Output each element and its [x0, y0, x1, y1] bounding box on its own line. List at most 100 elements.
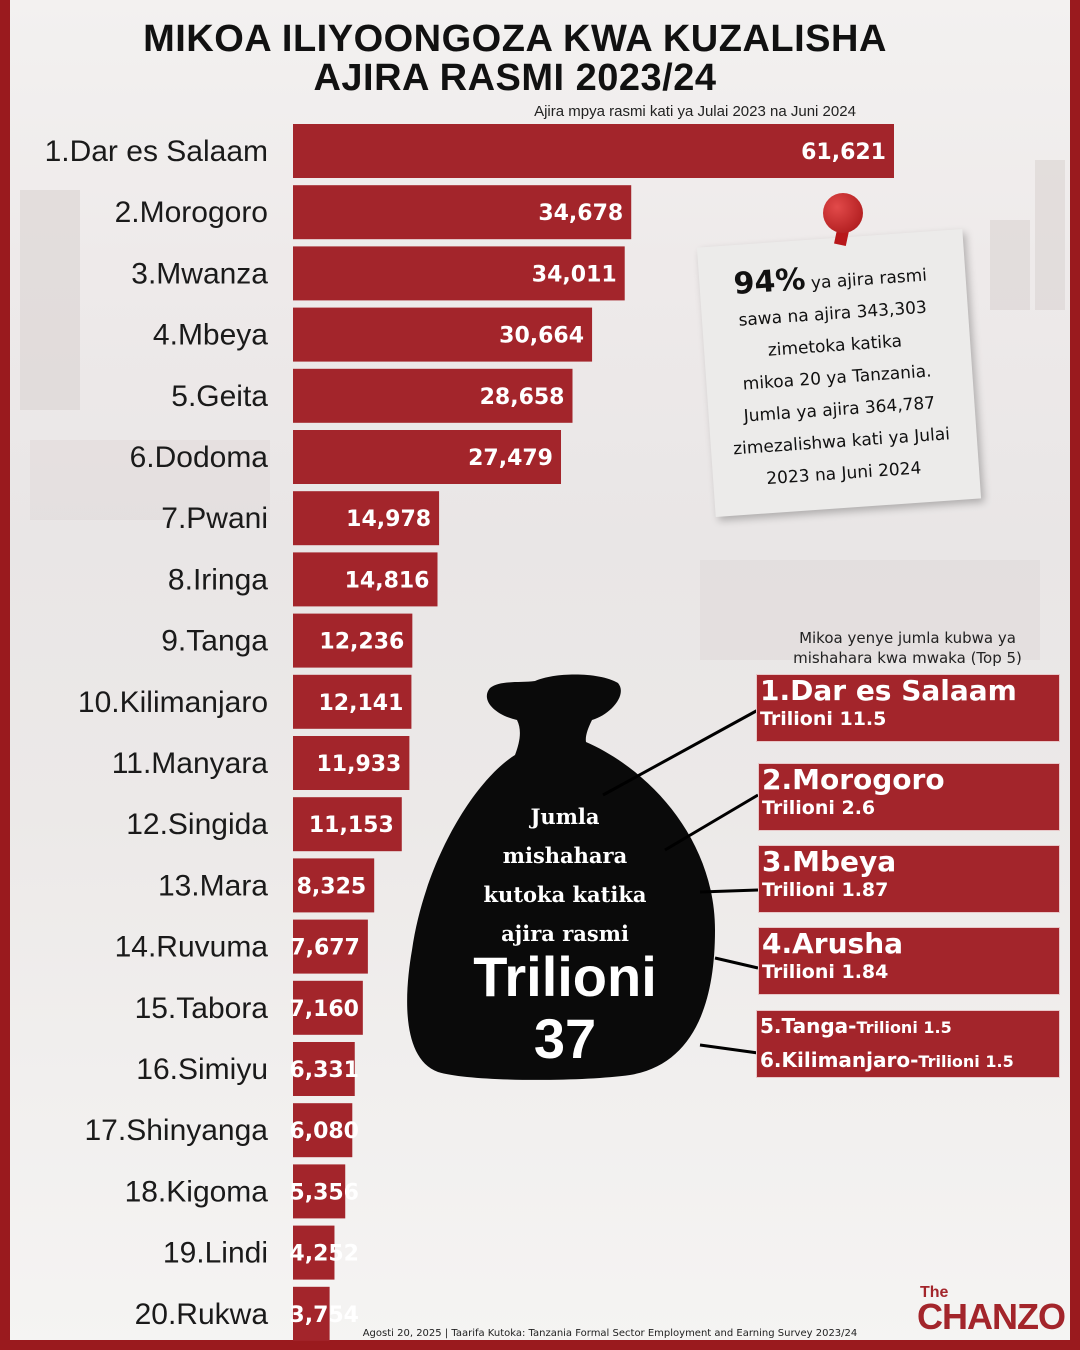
- value-label: 3,754: [289, 1303, 359, 1328]
- value-label: 34,011: [532, 262, 617, 287]
- bar: [293, 736, 410, 790]
- value-label: 14,816: [345, 568, 430, 593]
- category-label: 14.Ruvuma: [115, 931, 269, 964]
- bg-crane: [20, 190, 80, 410]
- footer-source: Agosti 20, 2025 | Taarifa Kutoka: Tanzan…: [362, 1328, 858, 1339]
- top5-item-combined: 5.Tanga-Trilioni 1.5 6.Kilimanjaro-Trili…: [756, 1010, 1060, 1078]
- bar: [293, 1103, 353, 1158]
- logo-chanzo: CHANZO: [917, 1296, 1066, 1337]
- value-label: 30,664: [499, 324, 584, 349]
- top5-value: Trilioni 1.5: [918, 1052, 1014, 1071]
- value-label: 4,252: [289, 1242, 359, 1267]
- category-label: 5.Geita: [171, 380, 268, 413]
- bar: [293, 368, 573, 423]
- category-label: 7.Pwani: [161, 502, 268, 535]
- bar: [293, 613, 413, 668]
- category-label: 20.Rukwa: [135, 1298, 269, 1331]
- bg-port: [30, 440, 270, 520]
- bar: [293, 674, 412, 729]
- connector-line: [664, 793, 759, 852]
- connector-line: [602, 708, 759, 797]
- bg-building: [1035, 160, 1065, 310]
- value-label: 28,658: [480, 385, 565, 410]
- top5-item: 4.Arusha Trilioni 1.84: [758, 927, 1060, 995]
- category-label: 18.Kigoma: [125, 1175, 269, 1208]
- top5-name: 2.Morogoro: [762, 763, 945, 796]
- category-label: 15.Tabora: [135, 992, 269, 1025]
- logo-the: The: [920, 1284, 949, 1301]
- category-label: 8.Iringa: [168, 563, 268, 596]
- bag-line: kutoka katika: [483, 882, 647, 907]
- bag-line: mishahara: [502, 843, 628, 868]
- top5-value: Trilioni 11.5: [760, 708, 887, 730]
- connector-line: [699, 1043, 759, 1055]
- top5-name: 6.Kilimanjaro-: [760, 1048, 919, 1072]
- value-label: 11,153: [309, 813, 394, 838]
- category-label: 2.Morogoro: [115, 196, 268, 229]
- bottom-border: [0, 1340, 1080, 1350]
- bar: [293, 491, 440, 546]
- value-label: 6,331: [289, 1058, 359, 1083]
- top5-header-line: mishahara kwa mwaka (Top 5): [793, 649, 1022, 667]
- top5-value: Trilioni 2.6: [762, 797, 876, 819]
- bar: [293, 1042, 355, 1096]
- bg-building: [990, 220, 1030, 310]
- bar: [293, 1225, 335, 1280]
- value-label: 12,141: [319, 691, 404, 716]
- value-label: 6,080: [289, 1119, 359, 1144]
- connector-line: [699, 888, 759, 894]
- top5-value: Trilioni 1.87: [762, 879, 889, 901]
- bar: [293, 797, 402, 852]
- bag-line: Jumla: [530, 804, 600, 829]
- top5-name: 3.Mbeya: [762, 845, 897, 878]
- top5-name: 4.Arusha: [762, 927, 904, 960]
- bag-line: ajira rasmi: [501, 921, 629, 946]
- bar: [293, 919, 368, 974]
- category-label: 12.Singida: [126, 808, 268, 841]
- bar: [293, 552, 438, 607]
- bar: [293, 124, 894, 178]
- connector-line: [714, 956, 759, 970]
- bag-total-label: Trilioni: [473, 945, 657, 1008]
- bag-total-value: 37: [533, 1007, 597, 1070]
- bar: [293, 185, 632, 240]
- top5-name: 1.Dar es Salaam: [760, 674, 1017, 707]
- right-border: [1070, 0, 1080, 1350]
- top5-value: Trilioni 1.5: [856, 1018, 952, 1037]
- bar: [293, 858, 375, 913]
- category-label: 1.Dar es Salaam: [45, 135, 268, 168]
- bar: [293, 1286, 330, 1341]
- bar: [293, 980, 363, 1035]
- top5-item: 1.Dar es Salaam Trilioni 11.5: [756, 674, 1060, 742]
- value-label: 12,236: [319, 630, 404, 655]
- left-border: [0, 0, 10, 1350]
- category-label: 6.Dodoma: [130, 441, 269, 474]
- category-label: 10.Kilimanjaro: [78, 686, 268, 719]
- top5-name: 5.Tanga-: [760, 1014, 857, 1038]
- title-line-2: AJIRA RASMI 2023/24: [313, 57, 717, 99]
- value-label: 27,479: [468, 446, 553, 471]
- pushpin-icon: [823, 193, 863, 233]
- top5-value: Trilioni 1.84: [762, 961, 889, 983]
- value-label: 7,160: [289, 997, 359, 1022]
- category-label: 4.Mbeya: [153, 319, 268, 352]
- category-label: 16.Simiyu: [136, 1053, 268, 1086]
- category-label: 13.Mara: [158, 869, 268, 902]
- value-label: 11,933: [316, 752, 401, 777]
- top5-header-line: Mikoa yenye jumla kubwa ya: [799, 629, 1016, 647]
- top5-header: Mikoa yenye jumla kubwa ya mishahara kwa…: [760, 628, 1055, 668]
- bar: [293, 246, 625, 301]
- top5-item: 2.Morogoro Trilioni 2.6: [758, 763, 1060, 831]
- bar: [293, 430, 562, 484]
- category-label: 17.Shinyanga: [85, 1114, 269, 1147]
- title-line-1: MIKOA ILIYOONGOZA KWA KUZALISHA: [143, 18, 887, 60]
- bag-caption: Jumla mishahara kutoka katika ajira rasm…: [470, 797, 660, 953]
- value-label: 7,677: [290, 936, 360, 961]
- bar: [293, 307, 593, 362]
- bg-ship: [700, 560, 1040, 660]
- bar: [293, 1164, 346, 1219]
- category-label: 9.Tanga: [161, 625, 268, 658]
- value-label: 34,678: [538, 201, 623, 226]
